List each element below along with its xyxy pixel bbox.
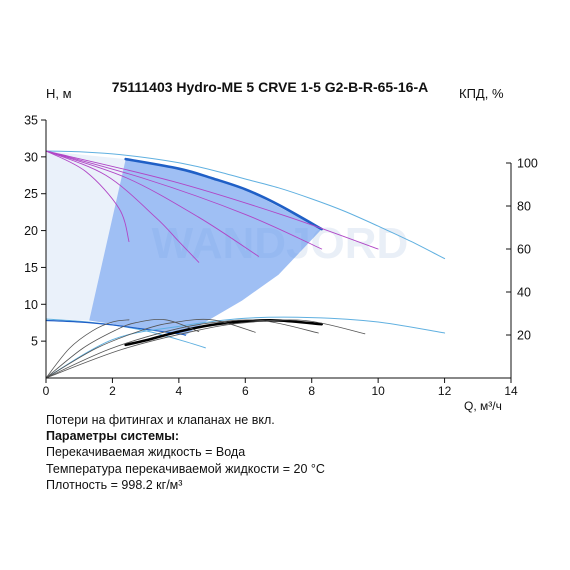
y2-tick-label: 40: [517, 286, 531, 300]
x-axis-label: Q, м³/ч: [464, 399, 502, 413]
y-tick-label: 25: [24, 187, 38, 201]
x-tick-label: 4: [176, 384, 183, 398]
x-tick-label: 8: [308, 384, 315, 398]
chart-title: 75111403 Hydro-ME 5 CRVE 1-5 G2-B-R-65-1…: [112, 79, 428, 95]
operating-area: [89, 159, 322, 336]
x-tick-label: 6: [242, 384, 249, 398]
y-axis-label: H, м: [46, 86, 72, 101]
notes-temperature-line: Температура перекачиваемой жидкости = 20…: [46, 461, 325, 476]
series-efficiency-thin-1: [45, 319, 130, 379]
y2-tick-label: 20: [517, 329, 531, 343]
series-throttle-4: [45, 150, 323, 250]
y-tick-label: 20: [24, 224, 38, 238]
y-tick-label: 35: [24, 114, 38, 128]
y2-axis-label: КПД, %: [459, 86, 504, 101]
series-efficiency-thin-2: [45, 318, 200, 379]
y2-tick-label: 80: [517, 200, 531, 214]
x-tick-label: 0: [43, 384, 50, 398]
x-tick-label: 14: [504, 384, 518, 398]
x-tick-label: 10: [371, 384, 385, 398]
series-throttle-5: [45, 150, 379, 250]
series-efficiency-thin-3: [45, 318, 256, 379]
notes-params-heading: Параметры системы:: [46, 429, 180, 444]
series-efficiency-min-speed-thin: [45, 316, 446, 379]
series-head-max-thin: [45, 150, 446, 260]
notes-density-line: Плотность = 998.2 кг/м³: [46, 477, 183, 492]
y-tick-label: 15: [24, 261, 38, 275]
series-throttle-2: [45, 150, 200, 263]
x-tick-label: 2: [109, 384, 116, 398]
series-head-max-bold: [124, 157, 323, 231]
series-layer: [45, 150, 446, 379]
series-throttle-1: [45, 150, 130, 243]
light-operating-region: [46, 151, 126, 321]
notes-fittings-line: Потери на фитингах и клапанах не вкл.: [46, 413, 275, 427]
axes-layer: 0 2 4 6 8 10 12 14 5 10 15 20 25 30 35 20 40 60 80 100: [24, 114, 538, 399]
y2-tick-label: 100: [517, 157, 538, 171]
y-tick-label: 10: [24, 298, 38, 312]
y-tick-label: 5: [31, 335, 38, 349]
series-throttle-3: [45, 150, 260, 257]
y-tick-label: 30: [24, 150, 38, 164]
series-efficiency-thin-5: [45, 319, 366, 379]
y2-tick-label: 60: [517, 243, 531, 257]
system-notes: Потери на фитингах и клапанах не вкл. Па…: [46, 412, 325, 493]
notes-liquid-line: Перекачиваемая жидкость = Вода: [46, 445, 246, 460]
x-tick-label: 12: [438, 384, 452, 398]
